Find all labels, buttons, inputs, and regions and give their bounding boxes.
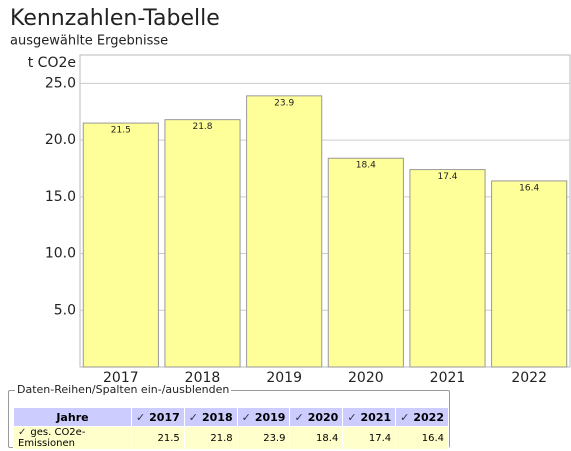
y-tick-label: 5.0 — [54, 302, 76, 318]
value-cell: 23.9 — [236, 426, 291, 450]
year-label: 2017 — [149, 410, 180, 424]
year-header-cell[interactable]: ✓ 2019 — [236, 407, 291, 427]
y-tick-label: 10.0 — [45, 246, 76, 262]
value-cell: 21.5 — [130, 426, 185, 450]
bar — [491, 180, 568, 368]
bar — [409, 169, 486, 368]
data-label: 17.4 — [437, 172, 457, 182]
year-header-cell[interactable]: ✓ 2017 — [130, 407, 185, 427]
bar — [82, 122, 159, 368]
year-header-cell[interactable]: ✓ 2021 — [342, 407, 397, 427]
header-cell: Jahre — [13, 407, 132, 427]
chart-subtitle: ausgewählte Ergebnisse — [10, 34, 168, 49]
year-header-cell[interactable]: ✓ 2020 — [289, 407, 344, 427]
x-tick-label: 2021 — [430, 370, 466, 386]
chart: Kennzahlen-Tabelle ausgewählte Ergebniss… — [10, 6, 571, 386]
data-label: 16.4 — [519, 183, 539, 193]
y-axis-label: t CO2e — [28, 55, 76, 71]
bar — [164, 119, 241, 368]
year-label: 2019 — [254, 410, 286, 424]
data-label: 21.5 — [111, 126, 131, 136]
year-label: 2021 — [360, 410, 392, 424]
bar — [246, 95, 323, 368]
value-cell: 17.4 — [342, 426, 397, 450]
value-cell: 16.4 — [395, 426, 449, 450]
x-tick-label: 2020 — [348, 370, 384, 386]
x-tick-label: 2018 — [185, 370, 221, 386]
year-label: 2020 — [307, 410, 339, 424]
data-label: 21.8 — [192, 122, 212, 132]
x-tick-label: 2017 — [103, 370, 139, 386]
panel-legend: Daten-Reihen/Spalten ein-/ausblenden — [15, 383, 232, 396]
value-cell: 21.8 — [183, 426, 238, 450]
year-header-cell[interactable]: ✓ 2018 — [183, 407, 238, 427]
row-label: ges. CO2e-Emissionen — [18, 427, 86, 449]
x-tick-label: 2022 — [511, 370, 547, 386]
y-tick-label: 15.0 — [45, 189, 76, 205]
y-tick-label: 20.0 — [45, 132, 76, 148]
x-tick-label: 2019 — [266, 370, 302, 386]
value-cell: 18.4 — [289, 426, 344, 450]
year-label: 2022 — [413, 410, 444, 424]
y-tick-label: 25.0 — [45, 75, 76, 91]
data-label: 23.9 — [274, 98, 294, 108]
bar — [327, 157, 404, 368]
year-header-cell[interactable]: ✓ 2022 — [395, 407, 449, 427]
data-table: Jahre ✓ 2017 ✓ 2018 ✓ 2019 ✓ 2020 ✓ 2021 ✓ 2022 ✓ ges… — [13, 407, 449, 450]
chart-title: Kennzahlen-Tabelle — [10, 6, 220, 31]
plot-area — [79, 54, 571, 368]
year-label: 2018 — [202, 410, 233, 424]
series-toggle-panel: Daten-Reihen/Spalten ein-/ausblenden Jah… — [8, 383, 450, 450]
row-label-cell[interactable]: ✓ ges. CO2e-Emissionen — [13, 426, 132, 450]
data-label: 18.4 — [356, 161, 376, 171]
